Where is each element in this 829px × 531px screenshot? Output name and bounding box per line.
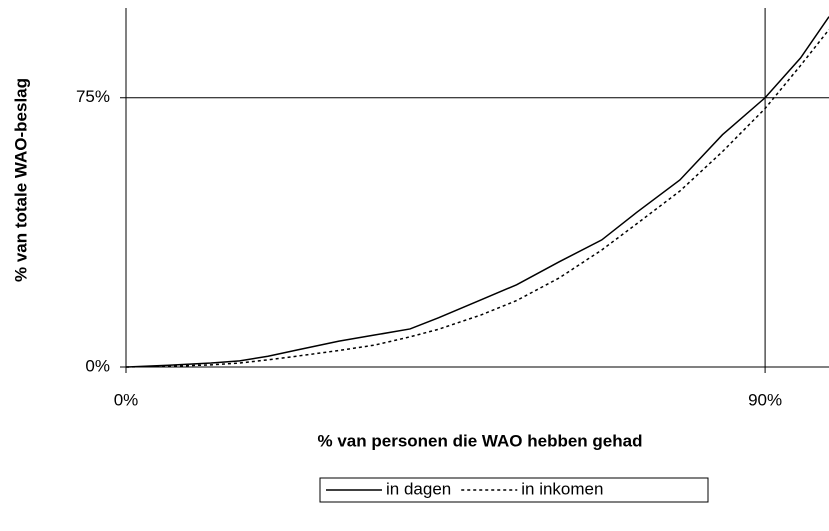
x-tick-label: 0% <box>114 390 139 409</box>
x-tick-label: 90% <box>748 390 782 409</box>
y-axis-label: % van totale WAO-beslag <box>11 78 30 282</box>
y-tick-label: 0% <box>85 356 110 375</box>
legend-label: in inkomen <box>521 479 603 498</box>
series-line <box>125 29 829 368</box>
legend-label: in dagen <box>386 479 451 498</box>
y-tick-label: 75% <box>76 87 110 106</box>
x-axis-label: % van personen die WAO hebben gehad <box>318 431 643 450</box>
series-line <box>125 16 829 368</box>
legend-box <box>319 477 709 503</box>
